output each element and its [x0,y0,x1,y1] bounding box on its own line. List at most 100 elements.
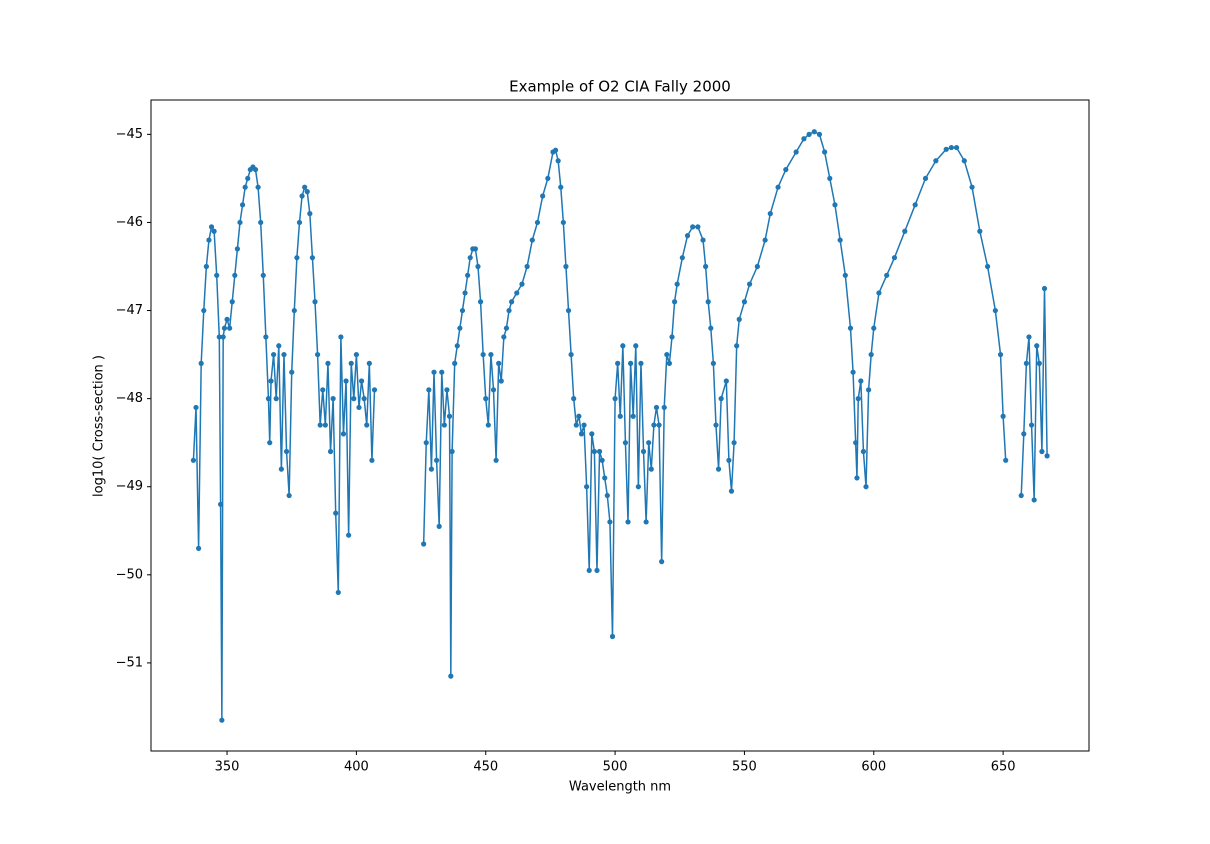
data-point [529,237,535,243]
data-point [317,422,323,428]
data-point [283,448,290,455]
data-point [232,272,238,278]
data-point [713,422,719,428]
data-point [304,189,310,195]
data-point [439,369,445,375]
x-axis-label: Wavelength nm [569,780,671,795]
data-point [573,422,579,428]
data-point [353,351,359,358]
data-point [602,475,608,481]
data-point [648,466,654,472]
data-point [252,166,259,173]
x-tick-label: 450 [473,760,498,775]
data-point [591,448,597,455]
data-point [343,378,349,384]
data-point [552,147,559,153]
data-point [477,299,484,305]
data-point [271,351,277,358]
data-point [684,233,691,239]
x-tick-label: 600 [861,760,886,775]
data-point [366,360,372,366]
data-point [969,184,975,190]
data-point [1031,497,1037,503]
data-point [276,343,282,349]
data-point [281,351,287,358]
data-point [586,567,592,574]
data-point [309,255,316,261]
data-point [1036,360,1042,366]
y-axis-label: log10( Cross-section ) [92,355,107,497]
data-point [216,334,222,340]
data-point [436,523,442,529]
data-point [480,351,486,358]
data-point [1028,422,1035,428]
x-tick-label: 350 [215,760,240,775]
data-point [747,281,753,287]
data-point [322,422,328,428]
data-point [922,175,929,182]
data-point [371,387,378,393]
data-point [501,334,507,340]
data-point [726,457,732,463]
data-point [1026,334,1032,340]
data-point [203,263,209,270]
data-point [775,184,781,190]
data-point [837,237,843,243]
data-point [242,184,248,190]
data-point [294,255,300,261]
data-point [459,307,466,314]
data-point [263,334,269,340]
x-tick-label: 550 [732,760,757,775]
data-point [659,559,665,565]
data-point [612,396,618,402]
data-point [190,457,197,463]
data-point [666,360,673,366]
data-point [891,255,898,261]
data-point [545,175,551,182]
data-point [584,484,590,490]
data-point [984,263,991,270]
data-point [609,633,616,640]
data-point [364,422,370,428]
data-point [847,325,854,331]
data-point [902,228,908,234]
data-point [992,307,998,314]
data-point [220,334,226,340]
data-point [816,131,823,137]
data-point [475,263,481,270]
data-point [524,263,530,270]
y-tick-label: −46 [116,215,143,230]
data-point [705,299,711,305]
data-point [671,299,678,305]
data-point [635,484,641,490]
data-point [558,184,564,190]
data-point [855,396,861,402]
data-point [452,360,458,366]
plot-frame [150,99,1090,752]
data-point [933,158,939,164]
data-point [695,224,701,230]
data-point [229,299,235,305]
data-point [314,351,321,358]
data-point [428,466,435,472]
data-point [234,246,241,252]
data-point [457,325,463,331]
y-tick-label: −50 [116,567,143,582]
data-point [472,246,478,252]
data-point [333,510,339,516]
data-point [638,360,644,366]
data-point [237,219,243,226]
data-point [490,387,497,393]
data-point [330,396,336,402]
data-point [555,158,561,164]
data-point [628,360,634,366]
x-tick-label: 400 [344,760,369,775]
data-point [876,290,882,296]
data-point [568,351,574,358]
y-tick-label: −51 [116,655,143,670]
data-point [860,448,867,455]
data-point [594,567,600,574]
data-point [1044,453,1050,459]
data-point [617,413,623,419]
